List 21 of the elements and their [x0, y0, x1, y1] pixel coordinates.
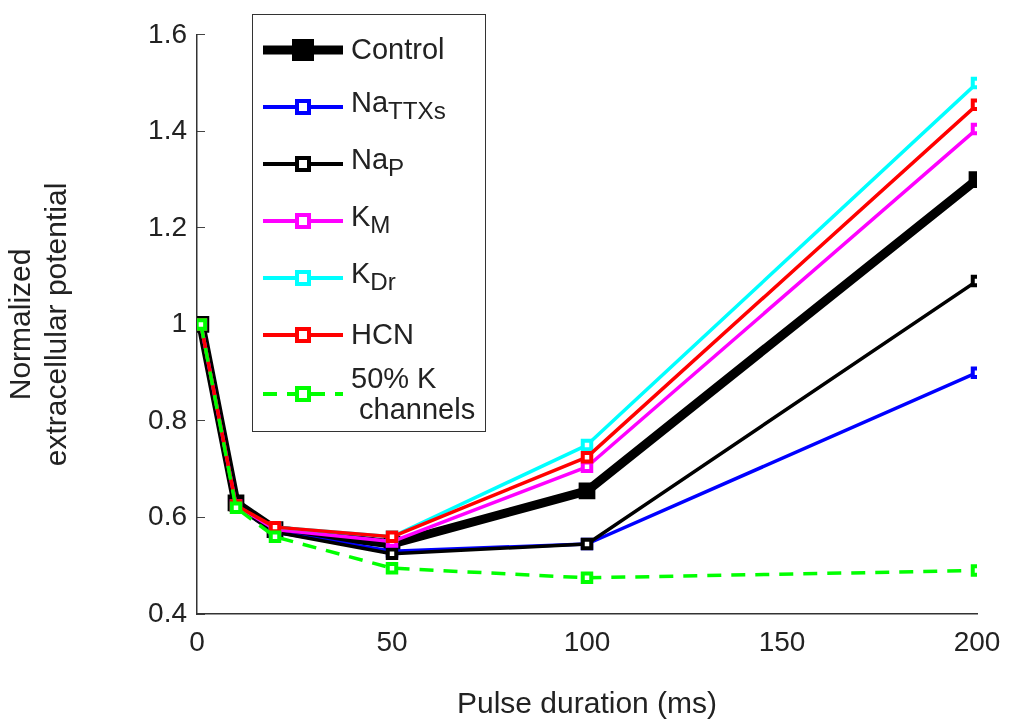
legend-label: K$_{M}$ — [351, 200, 391, 240]
x-tick-label: 100 — [563, 625, 611, 657]
y-tick-label: 0.6 — [148, 500, 187, 532]
y-tick-label: 1 — [171, 307, 187, 339]
x-tick-label: 50 — [376, 625, 408, 657]
legend-label: Na$_{TTXs}$ — [351, 86, 446, 126]
legend-label: Na$_{P}$ — [351, 143, 405, 183]
legend-label: Control — [351, 33, 445, 65]
legend-label: HCN — [351, 318, 414, 350]
x-tick-label: 150 — [758, 625, 806, 657]
y-tick-label: 0.8 — [148, 403, 187, 435]
y-tick-label: 0.4 — [148, 596, 187, 628]
legend-label: 50% K channels — [351, 362, 476, 425]
y-tick-label: 1.6 — [148, 17, 187, 49]
x-axis-title: Pulse duration (ms) — [456, 686, 718, 720]
x-tick-label: 0 — [189, 625, 205, 657]
y-tick-label: 1.4 — [148, 114, 187, 146]
y-axis-title: Normalized extracellular potential — [3, 182, 73, 467]
legend-label: K$_{Dr}$ — [351, 257, 396, 297]
x-tick-label: 200 — [953, 625, 1001, 657]
y-tick-label: 1.2 — [148, 210, 187, 242]
